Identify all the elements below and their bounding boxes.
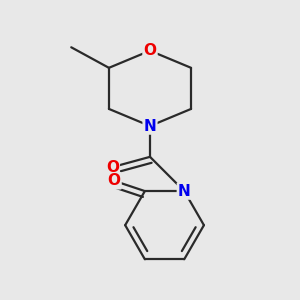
Text: N: N [178,184,190,199]
Text: O: O [106,160,119,175]
Text: N: N [144,118,156,134]
Text: O: O [143,43,157,58]
Text: O: O [108,173,121,188]
